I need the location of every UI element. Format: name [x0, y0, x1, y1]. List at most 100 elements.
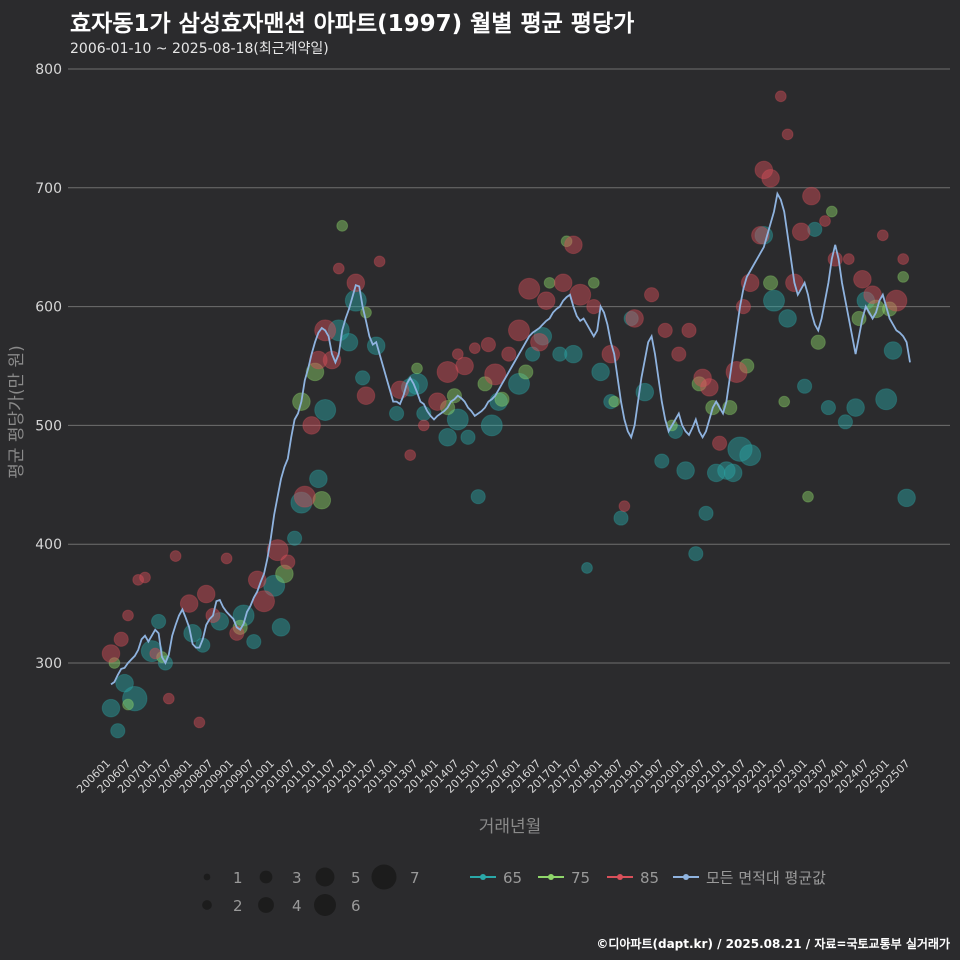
avg-line: [110, 191, 911, 686]
data-point-65: [210, 612, 230, 631]
data-point-85: [451, 348, 464, 361]
size-legend-label: 5: [351, 869, 361, 887]
data-point-85: [700, 378, 719, 397]
chart-title: 효자동1가 삼성효자맨션 아파트(1997) 월별 평균 평당가: [70, 11, 635, 37]
data-point-65: [287, 530, 303, 546]
data-point-85: [863, 285, 882, 305]
data-point-65: [122, 685, 148, 712]
data-point-65: [706, 463, 726, 483]
data-point-85: [169, 550, 182, 562]
data-point-85: [293, 485, 316, 508]
footer-credit: ©디아파트(dapt.kr) / 2025.08.21 / 자료=국토교통부 실…: [596, 937, 950, 951]
data-point-65: [623, 310, 639, 327]
data-point-85: [897, 253, 910, 265]
data-point-65: [837, 414, 854, 430]
data-point-85: [247, 570, 267, 590]
data-point-85: [373, 255, 386, 268]
data-point-75: [825, 205, 838, 218]
data-point-65: [290, 491, 313, 514]
data-point-85: [404, 449, 417, 462]
data-point-85: [196, 584, 216, 604]
size-legend-marker: [314, 894, 336, 916]
data-point-65: [525, 346, 541, 362]
data-point-85: [754, 160, 774, 180]
data-point-75: [336, 219, 349, 232]
size-legend-marker: [259, 870, 273, 884]
y-tick-label: 700: [35, 181, 62, 197]
data-point-65: [110, 723, 126, 739]
data-point-85: [162, 692, 175, 705]
axis-layer: 3004005006007008002006012006072007012007…: [35, 62, 912, 796]
data-point-85: [436, 360, 459, 383]
data-point-65: [480, 414, 503, 437]
data-point-85: [712, 435, 728, 451]
data-point-85: [586, 299, 602, 315]
data-point-85: [346, 273, 366, 293]
data-point-65: [438, 427, 457, 447]
data-point-85: [101, 644, 121, 663]
data-point-75: [897, 271, 910, 283]
data-point-85: [791, 222, 811, 242]
data-point-65: [820, 399, 837, 416]
data-point-85: [876, 229, 889, 242]
x-axis-label: 거래년월: [479, 817, 542, 837]
data-point-65: [676, 461, 695, 480]
data-point-75: [763, 275, 779, 291]
data-point-65: [460, 429, 476, 445]
size-legend-label: 6: [351, 897, 361, 915]
data-point-65: [654, 453, 670, 469]
data-point-65: [246, 634, 262, 650]
data-point-65: [151, 613, 167, 630]
data-point-75: [477, 376, 493, 392]
data-point-75: [446, 388, 462, 404]
data-point-65: [613, 510, 629, 526]
y-tick-label: 600: [35, 300, 62, 316]
data-point-75: [275, 564, 294, 584]
data-point-85: [853, 269, 872, 289]
data-point-85: [139, 571, 151, 584]
y-tick-label: 500: [35, 418, 62, 434]
data-point-85: [618, 500, 631, 513]
size-legend-label: 3: [292, 869, 302, 887]
data-point-85: [842, 253, 855, 265]
data-point-65: [603, 394, 619, 410]
data-point-65: [698, 505, 714, 521]
data-point-85: [302, 416, 321, 435]
grid-layer: [68, 68, 950, 664]
data-point-65: [581, 562, 593, 574]
data-point-65: [717, 461, 736, 480]
series-legend-label: 85: [640, 869, 659, 887]
series-legend-dot: [548, 874, 554, 880]
data-point-65: [883, 341, 903, 360]
data-point-75: [411, 362, 423, 375]
size-legend-label: 2: [233, 897, 243, 915]
data-point-85: [536, 291, 556, 310]
data-point-65: [727, 436, 753, 462]
data-point-85: [266, 539, 289, 562]
data-point-85: [751, 226, 770, 245]
data-point-65: [140, 640, 163, 663]
data-point-65: [314, 398, 337, 421]
data-point-85: [693, 368, 712, 388]
data-point-65: [739, 444, 762, 467]
data-point-75: [312, 490, 332, 510]
data-point-85: [508, 319, 530, 342]
data-point-75: [560, 235, 573, 248]
data-point-85: [501, 346, 517, 362]
data-point-85: [484, 363, 507, 386]
data-point-65: [263, 574, 286, 597]
data-point-85: [428, 392, 447, 411]
data-point-65: [339, 332, 359, 352]
size-legend-marker: [258, 897, 274, 913]
data-point-85: [179, 594, 199, 613]
data-point-65: [564, 344, 583, 364]
data-point-85: [518, 277, 541, 300]
data-point-65: [807, 221, 823, 237]
data-point-85: [885, 289, 908, 312]
data-point-65: [389, 405, 405, 422]
data-point-85: [774, 90, 787, 103]
data-point-65: [271, 618, 291, 637]
data-point-65: [778, 309, 797, 328]
y-tick-label: 400: [35, 537, 62, 553]
data-point-85: [553, 273, 573, 293]
